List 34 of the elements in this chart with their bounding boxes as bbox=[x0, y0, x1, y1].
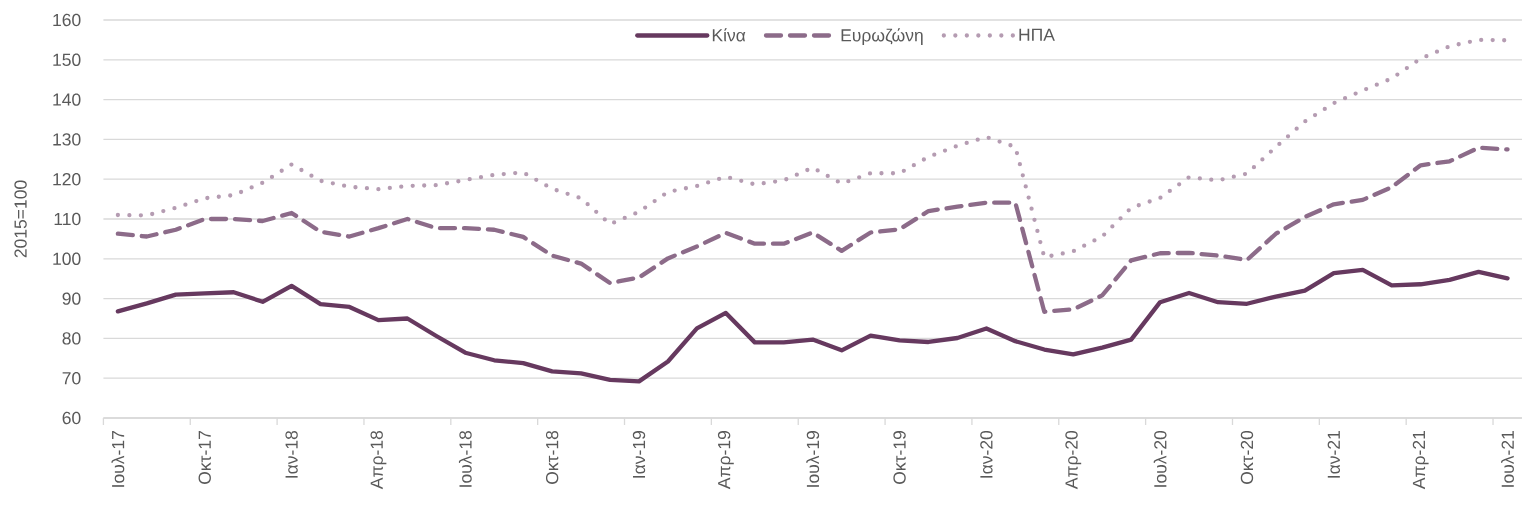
line-series bbox=[115, 145, 1510, 314]
x-tick-label: Οκτ-20 bbox=[1240, 430, 1254, 484]
y-tick-label: 100 bbox=[53, 252, 81, 265]
x-tick-label: Οκτ-19 bbox=[893, 431, 906, 484]
x-tick-label: Οκτ-17 bbox=[198, 431, 211, 484]
y-tick-label: 120 bbox=[53, 173, 81, 186]
y-tick-label: 160 bbox=[53, 13, 81, 27]
x-tick-label: Ιουλ-17 bbox=[111, 431, 125, 487]
x-tick-label: Οκτ-18 bbox=[545, 430, 559, 484]
x-tick-label: Ιουλ-18 bbox=[458, 430, 472, 487]
x-tick-label: Ιαν-19 bbox=[632, 431, 646, 478]
y-tick-label: 140 bbox=[53, 93, 81, 106]
line-series bbox=[115, 267, 1510, 384]
y-tick-label: 80 bbox=[62, 332, 81, 345]
x-tick-label: Ιουλ-20 bbox=[1153, 430, 1167, 487]
x-tick-label: Ιαν-18 bbox=[285, 430, 298, 478]
y-tick-label: 110 bbox=[54, 212, 81, 226]
x-tick-label: Απρ-21 bbox=[1412, 431, 1429, 490]
x-tick-label: Απρ-20 bbox=[1065, 430, 1082, 490]
x-tick-label: Ιαν-21 bbox=[1327, 431, 1341, 478]
x-tick-label: Ιουλ-19 bbox=[806, 431, 820, 487]
x-tick-label: Απρ-19 bbox=[717, 431, 734, 490]
y-axis-title: 2015=100 bbox=[14, 180, 27, 258]
x-tick-label: Απρ-18 bbox=[370, 430, 387, 490]
y-tick-label: 130 bbox=[53, 133, 81, 146]
y-tick-label: 60 bbox=[62, 411, 81, 425]
y-tick-label: 70 bbox=[62, 372, 81, 385]
legend-label: Κίνα bbox=[712, 28, 746, 42]
x-tick-label: Ιουλ-21 bbox=[1501, 431, 1514, 487]
legend-label: ΗΠΑ bbox=[1019, 28, 1055, 41]
x-tick-label: Ιαν-20 bbox=[980, 430, 993, 478]
legend-label: Ευρωζώνη bbox=[841, 28, 923, 45]
y-tick-label: 90 bbox=[62, 292, 81, 305]
y-tick-label: 150 bbox=[53, 53, 81, 66]
